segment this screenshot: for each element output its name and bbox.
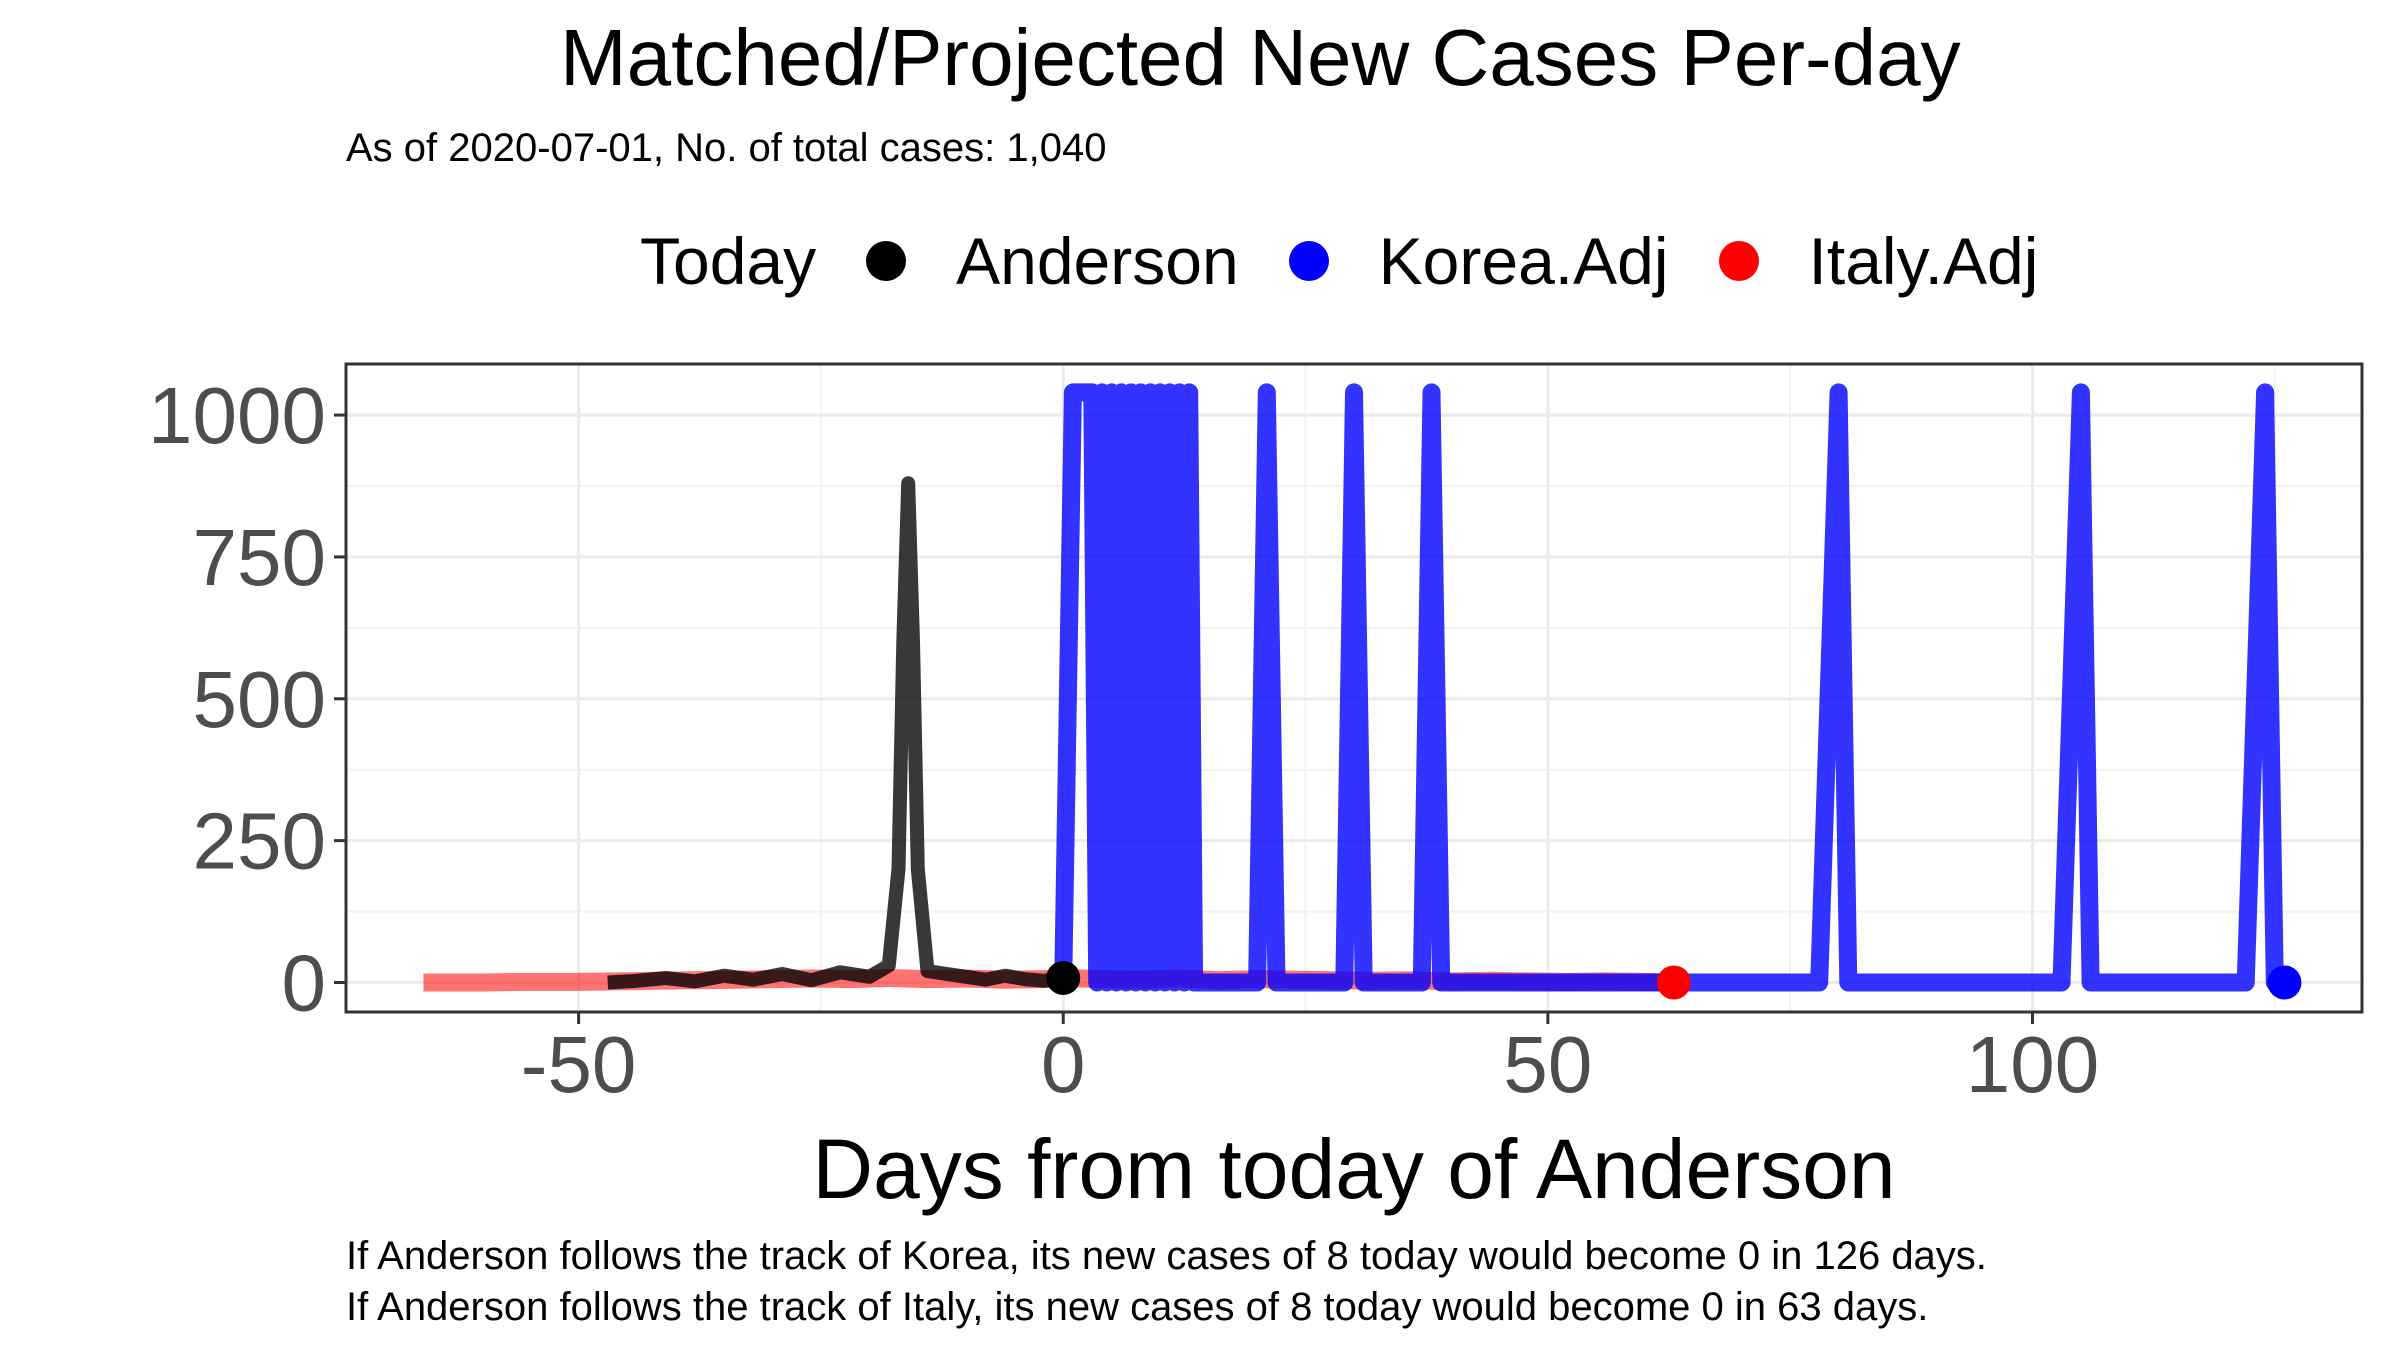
caption-korea: If Anderson follows the track of Korea, … [346, 1234, 1987, 1278]
legend-swatch-italy [1718, 241, 1759, 281]
y-tick-label: 1000 [148, 371, 326, 460]
today-point-anderson [1046, 960, 1081, 995]
x-tick-label: 50 [1503, 1020, 1592, 1109]
legend-item-korea: Korea.Adj [1288, 223, 1669, 299]
series-line-anderson [607, 476, 1065, 990]
legend-label-anderson: Anderson [956, 224, 1239, 298]
legend-label-italy: Italy.Adj [1808, 224, 2039, 298]
legend-label-korea: Korea.Adj [1378, 224, 1669, 298]
legend-swatch-korea [1288, 241, 1329, 281]
legend-swatch-anderson [866, 241, 907, 281]
today-point-koreaadj [2267, 965, 2302, 1000]
x-tick-label: -50 [521, 1020, 637, 1109]
legend-item-italy: Italy.Adj [1718, 223, 2039, 299]
y-tick-label: 250 [193, 797, 326, 886]
legend: Today Anderson Korea.Adj Italy.Adj [640, 218, 2088, 304]
chart-title: Matched/Projected New Cases Per-day [560, 13, 1961, 102]
x-tick-label: 100 [1966, 1020, 2099, 1109]
chart-subtitle: As of 2020-07-01, No. of total cases: 1,… [346, 126, 1107, 170]
y-tick-label: 500 [193, 655, 326, 744]
y-tick-label: 750 [193, 513, 326, 602]
x-tick-label: 0 [1041, 1020, 1086, 1109]
series-line-koreaadj [1054, 383, 2285, 992]
y-tick-label: 0 [282, 938, 327, 1027]
caption-italy: If Anderson follows the track of Italy, … [346, 1285, 1929, 1329]
today-point-italyadj [1656, 965, 1691, 1000]
x-axis-label: Days from today of Anderson [812, 1122, 1895, 1216]
legend-item-anderson: Anderson [866, 223, 1239, 299]
plot-border [344, 362, 2364, 1014]
legend-title: Today [640, 224, 817, 298]
